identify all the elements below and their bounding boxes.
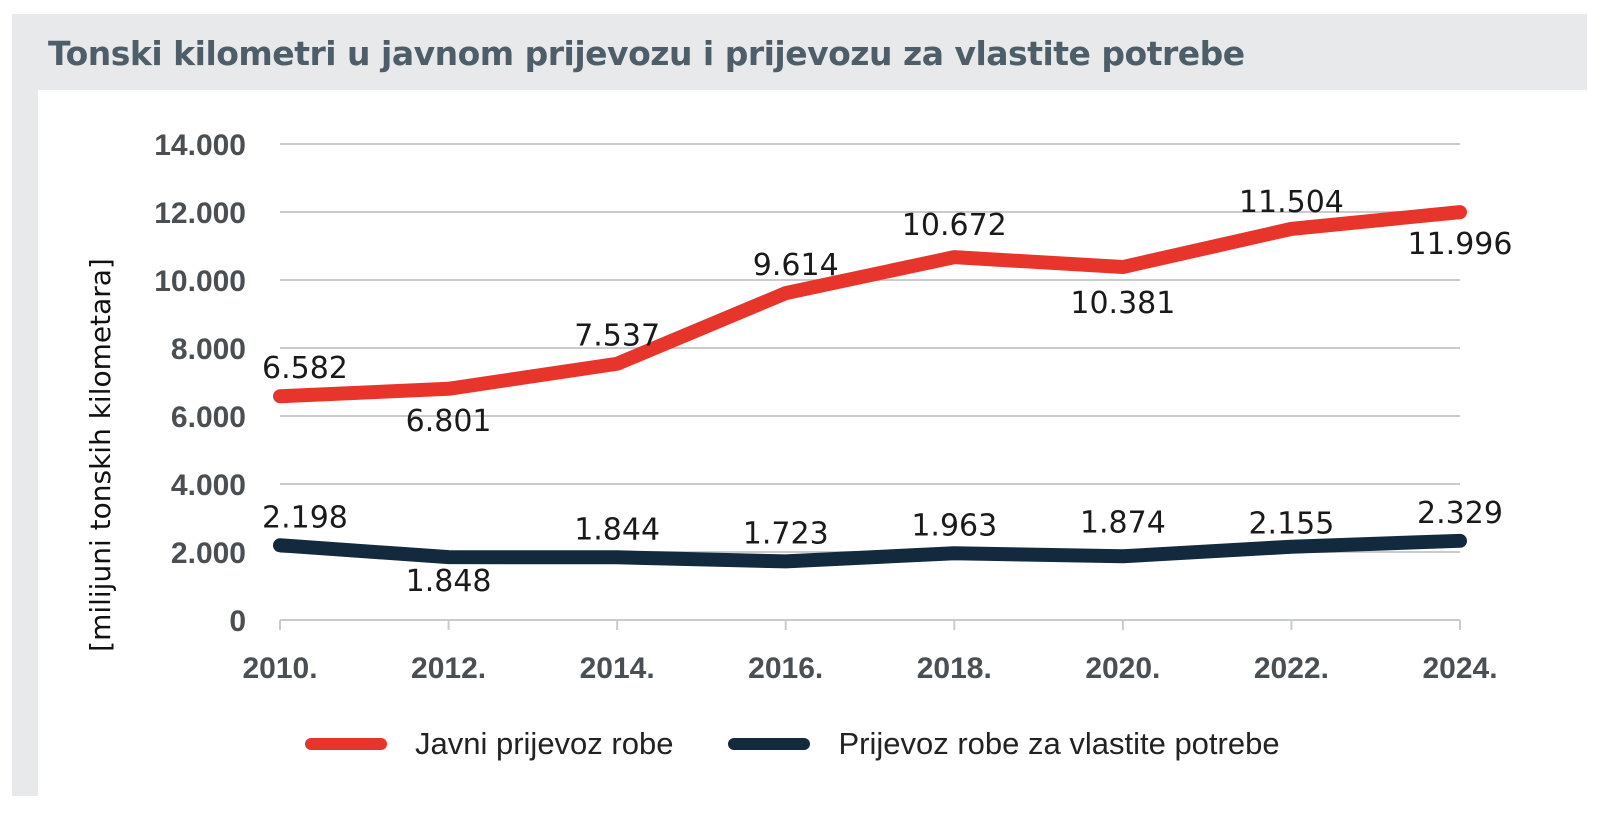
x-tick-label: 2020. [1085,652,1160,685]
x-tick-label: 2012. [411,652,486,685]
data-point [616,362,619,365]
x-tick-label: 2022. [1254,652,1329,685]
series-line-own [273,533,1467,569]
data-label: 1.848 [406,564,492,599]
x-tick-label: 2024. [1422,652,1497,685]
legend-swatch-own [728,738,811,750]
series-line-public [273,205,1467,404]
data-label: 10.381 [1070,286,1175,321]
y-tick-label: 8.000 [171,333,246,366]
y-tick-label: 2.000 [171,537,246,570]
legend-label-public: Javni prijevoz robe [415,726,674,761]
data-label: 11.996 [1408,227,1513,262]
y-axis-ticks: 0 2.000 4.000 6.000 8.000 10.000 12.000 14.000 [154,129,246,638]
data-point [447,556,450,559]
data-point [784,292,787,295]
chart-title: Tonski kilometri u javnom prijevozu i pr… [48,34,1245,73]
data-label: 2.155 [1248,507,1334,542]
data-label: 1.874 [1080,505,1166,540]
legend-item-own: Prijevoz robe za vlastite potrebe [728,726,1280,762]
data-point [447,387,450,390]
data-label: 10.672 [902,208,1007,243]
legend-label-own: Prijevoz robe za vlastite potrebe [838,726,1280,761]
data-point [784,560,787,563]
y-tick-label: 6.000 [171,401,246,434]
y-tick-label: 14.000 [154,129,246,162]
x-tick-label: 2016. [748,652,823,685]
data-label: 6.582 [262,351,348,386]
y-tick-label: 0 [229,605,246,638]
y-tick-label: 4.000 [171,469,246,502]
data-label: 1.963 [911,508,997,543]
data-point [279,544,281,547]
data-label: 7.537 [574,319,660,354]
data-point [1459,539,1461,542]
legend: Javni prijevoz robe Prijevoz robe za vla… [305,722,1335,766]
data-point [1290,227,1293,230]
data-label: 2.198 [262,500,348,535]
data-point [953,552,956,555]
y-axis-label: [milijuni tonskih kilometara] [84,258,117,652]
series-lines [273,205,1467,569]
legend-swatch-public [305,738,387,750]
data-label: 2.329 [1417,496,1503,531]
data-point [1121,266,1124,269]
data-point [279,395,281,398]
data-point [616,556,619,559]
legend-item-public: Javni prijevoz robe [305,726,673,762]
data-point [1121,555,1124,558]
data-label: 6.801 [406,404,492,439]
data-label: 9.614 [753,248,839,283]
data-label: 1.723 [743,516,829,551]
x-tick-label: 2010. [242,652,317,685]
data-point [1290,545,1293,548]
data-labels: 6.582 6.801 7.537 9.614 10.672 10.381 11.504 11… [262,185,1512,599]
x-tick-label: 2014. [580,652,655,685]
x-axis: 2010. 2012. 2014. 2016. 2018. 2020. 2022. 2024. [242,619,1498,685]
chart-panel [38,90,1587,796]
title-band [12,14,1587,90]
data-label: 1.844 [574,512,660,547]
y-tick-label: 10.000 [154,265,246,298]
data-point [953,256,956,259]
x-tick-label: 2018. [917,652,992,685]
data-point [1459,211,1461,214]
data-label: 11.504 [1239,185,1344,220]
y-tick-label: 12.000 [154,197,246,230]
